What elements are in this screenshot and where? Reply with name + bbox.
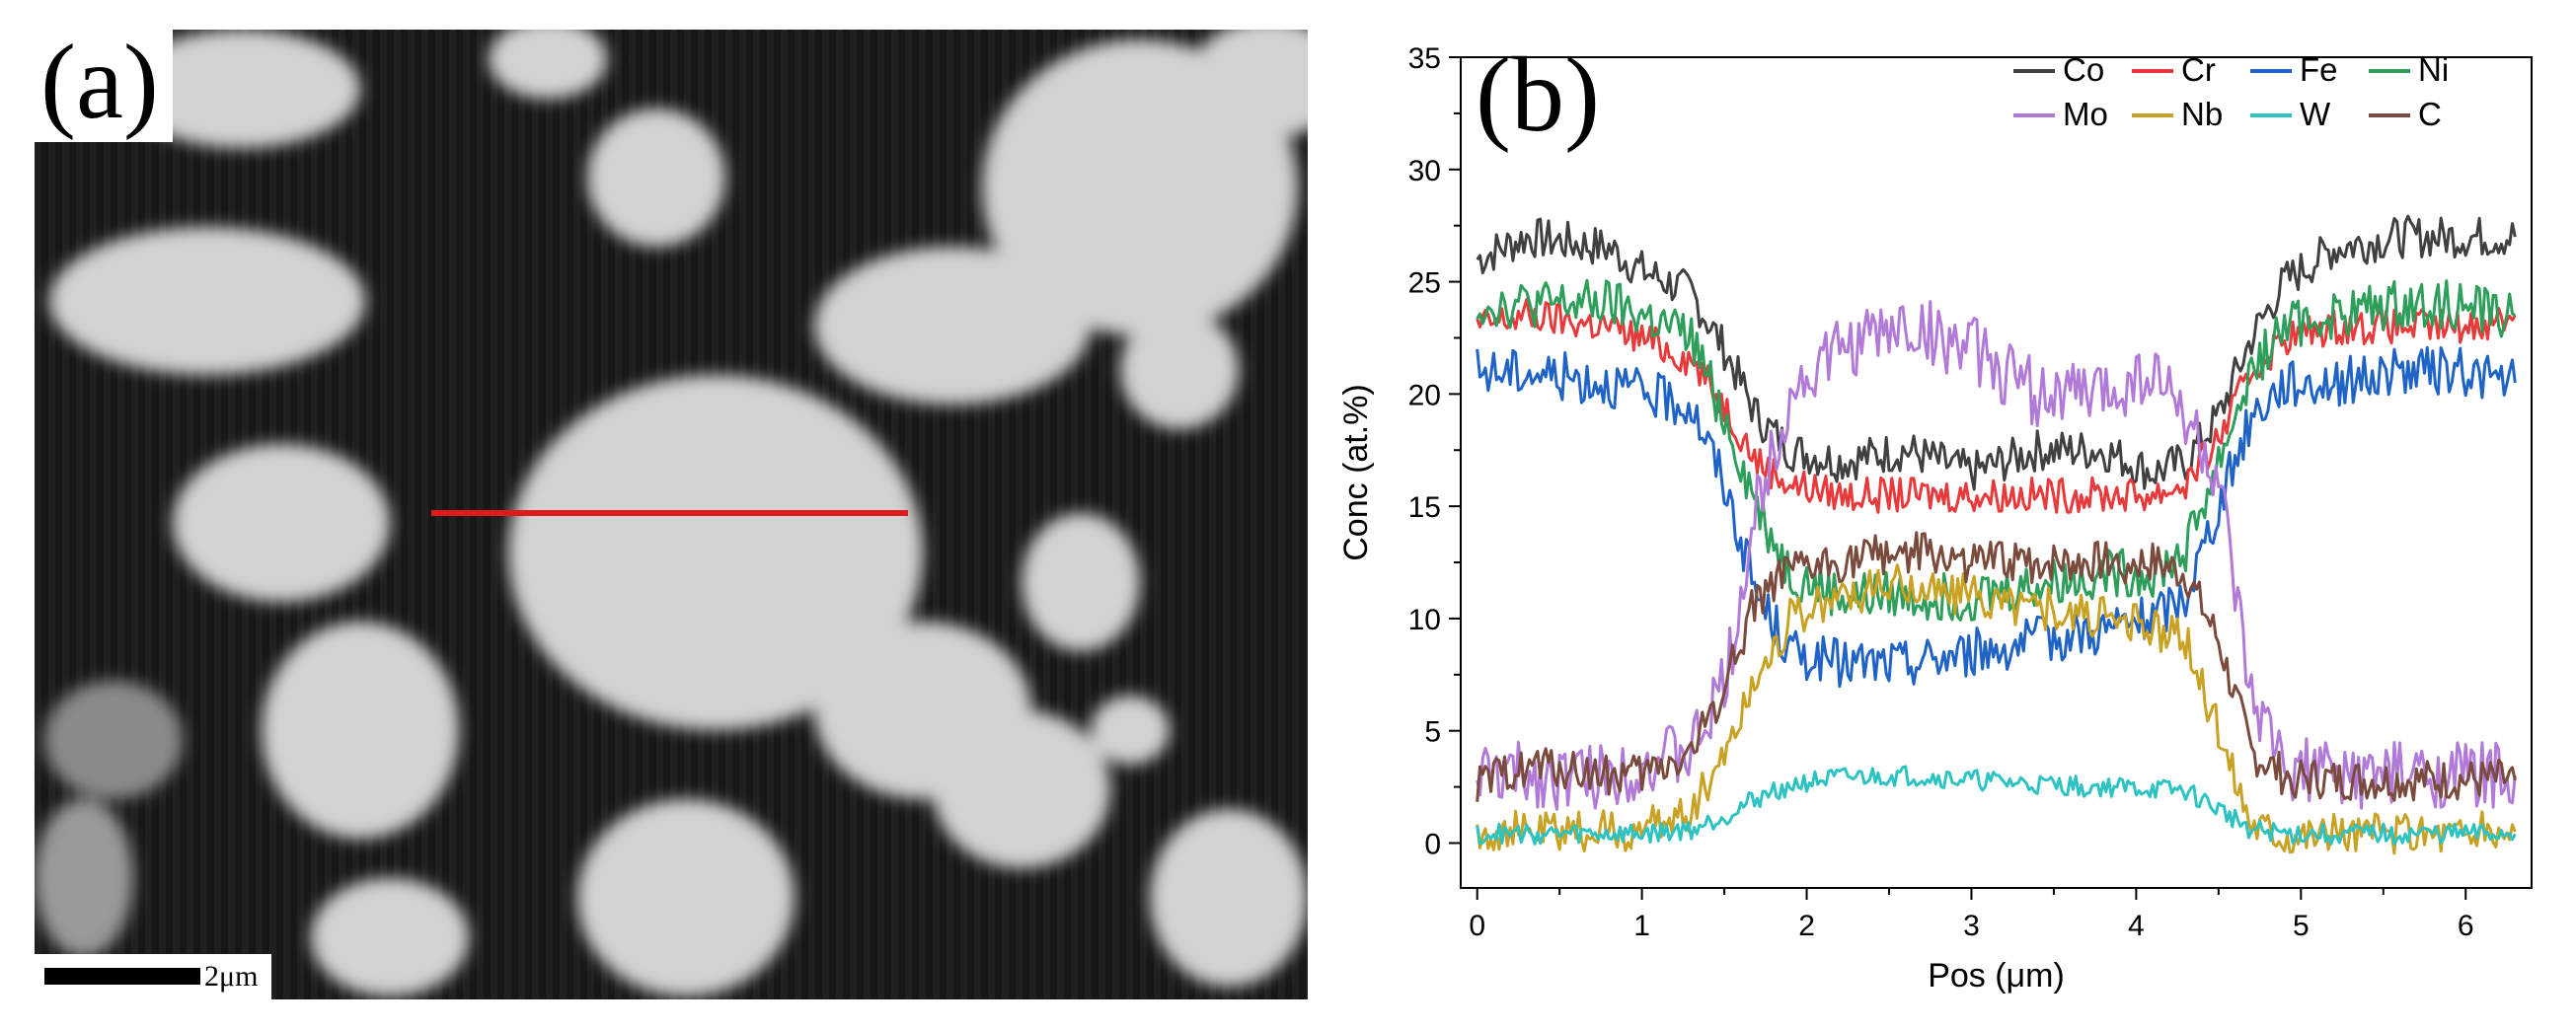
series-line-cr	[1476, 297, 2517, 514]
y-axis-title: Conc (at.%)	[1337, 384, 1375, 561]
legend-label-co: Co	[2063, 51, 2104, 88]
legend-label-nb: Nb	[2181, 96, 2223, 132]
y-tick-label: 35	[1408, 42, 1441, 75]
y-tick-label: 15	[1408, 491, 1441, 524]
y-tick-label: 20	[1408, 379, 1441, 411]
series-line-co	[1476, 214, 2517, 491]
legend-label-mo: Mo	[2063, 96, 2108, 132]
x-axis-title: Pos (μm)	[1928, 957, 2065, 995]
panel-b-label: (b)	[1476, 37, 1600, 154]
scale-bar	[44, 968, 200, 985]
micrograph-image	[35, 30, 1308, 999]
legend-label-c: C	[2418, 96, 2442, 132]
legend-label-ni: Ni	[2418, 51, 2449, 88]
series-line-nb	[1476, 563, 2517, 855]
series-line-ni	[1476, 278, 2517, 622]
series-line-w	[1476, 765, 2517, 847]
y-tick-label: 5	[1424, 716, 1441, 749]
legend-label-cr: Cr	[2181, 51, 2216, 88]
series-line-fe	[1476, 345, 2517, 689]
y-tick-label: 0	[1424, 828, 1441, 860]
plot-area-frame	[1460, 56, 2533, 889]
series-line-mo	[1476, 300, 2517, 811]
x-tick-label: 5	[2293, 910, 2310, 942]
scale-bar-label: 2μm	[204, 960, 259, 993]
x-tick-label: 0	[1469, 910, 1485, 942]
y-tick-label: 10	[1408, 604, 1441, 636]
x-tick-label: 3	[1963, 910, 1980, 942]
y-tick-label: 25	[1408, 267, 1441, 300]
x-tick-label: 2	[1798, 910, 1815, 942]
scale-bar-box: 2μm	[35, 954, 271, 999]
x-tick-label: 4	[2128, 910, 2145, 942]
legend-label-w: W	[2300, 96, 2331, 132]
panel-a-label: (a)	[35, 30, 173, 142]
micrograph-panel: (a) 2μm	[35, 30, 1308, 999]
series-line-c	[1476, 531, 2517, 802]
legend-label-fe: Fe	[2300, 51, 2338, 88]
x-tick-label: 1	[1633, 910, 1650, 942]
x-tick-label: 6	[2458, 910, 2474, 942]
y-tick-label: 30	[1408, 155, 1441, 187]
concentration-chart: 0 1 2 3 4 5 6 0 5 10 15 20 25 30 35 (b) Pos (μm) Conc …	[1337, 37, 2533, 995]
